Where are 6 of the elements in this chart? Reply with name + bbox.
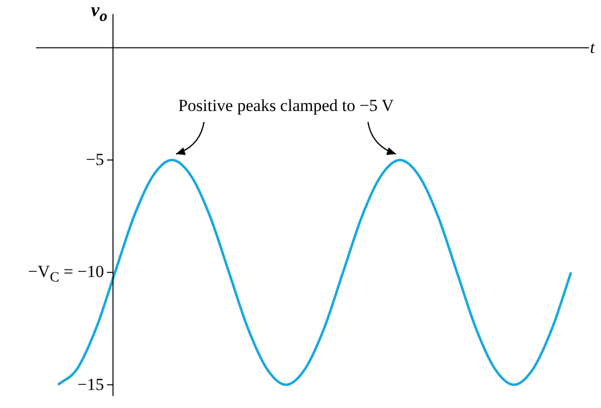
y-tick-label: −15	[77, 374, 104, 396]
x-axis-title: t	[590, 38, 595, 58]
annotation: Positive peaks clamped to −5 V	[177, 96, 395, 116]
y-tick-label: −V$_{C}$ = −10	[28, 261, 104, 288]
y-axis-title: v$_{o}$	[91, 0, 108, 26]
y-tick-label: −5	[86, 149, 104, 172]
